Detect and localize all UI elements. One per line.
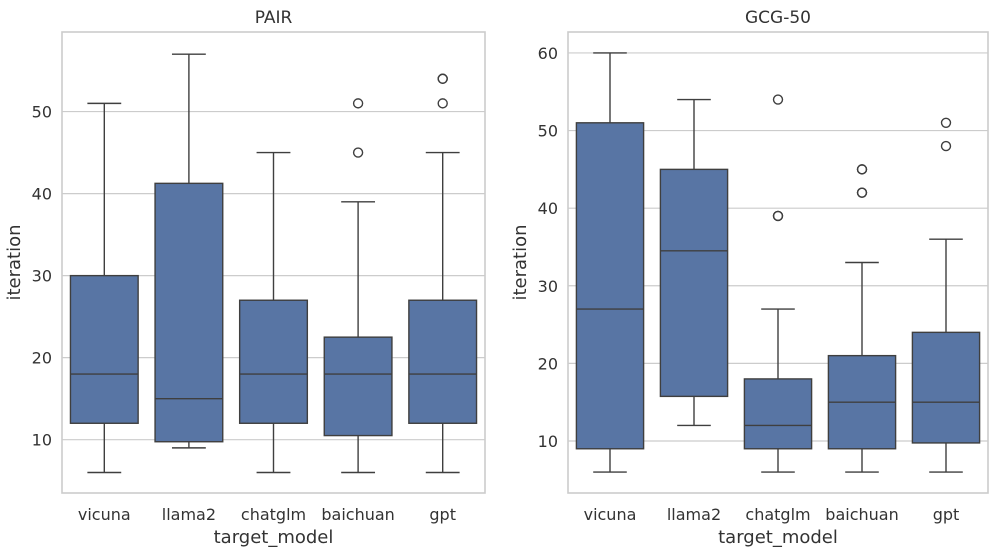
x-tick-label: vicuna — [78, 505, 131, 524]
box-llama2 — [659, 98, 729, 427]
chart-panel-2: 10 20 30 40 50 60 vicuna llama2 chatglm baichuan g… — [510, 8, 989, 548]
box-iqr — [408, 299, 478, 424]
y-tick-label: 30 — [538, 277, 558, 296]
box-iqr — [743, 378, 813, 450]
box-iqr — [238, 299, 309, 424]
outlier-point — [856, 164, 868, 175]
axes-frame — [567, 31, 989, 494]
y-tick-label: 30 — [32, 267, 52, 286]
y-tick-label: 50 — [32, 103, 52, 122]
box-gpt — [408, 73, 478, 474]
y-tick-label: 40 — [32, 185, 52, 204]
box-iqr — [154, 182, 224, 443]
x-tick-label: gpt — [429, 505, 456, 524]
box-iqr — [659, 168, 729, 398]
outlier-point — [772, 210, 784, 222]
y-axis-label: iteration — [4, 224, 25, 300]
box-baichuan — [827, 164, 897, 473]
outlier-point — [437, 73, 448, 84]
y-tick-label: 10 — [538, 432, 558, 451]
outlier-point — [940, 117, 952, 129]
outlier-point — [940, 140, 952, 152]
x-tick-label: llama2 — [667, 505, 721, 524]
box-chatglm — [238, 151, 309, 474]
outlier-point — [772, 94, 784, 105]
x-tick-label: gpt — [933, 505, 960, 524]
box-iqr — [323, 336, 393, 437]
y-tick-label: 20 — [32, 349, 52, 368]
chart-title: GCG-50 — [745, 8, 811, 28]
y-tick-label: 20 — [538, 354, 558, 373]
box-iqr — [575, 122, 645, 450]
box-iqr — [911, 331, 981, 444]
y-tick-label: 50 — [538, 122, 558, 141]
y-tick-label: 40 — [538, 199, 558, 218]
outlier-point — [437, 98, 448, 109]
x-tick-label: baichuan — [321, 505, 394, 524]
x-tick-label: llama2 — [162, 505, 216, 524]
chart-panel-1: 10 20 30 40 50 vicuna llama2 chatglm baichuan gpt… — [4, 8, 486, 548]
x-axis-label: target_model — [718, 527, 838, 548]
outlier-point — [352, 98, 364, 109]
chart-title: PAIR — [255, 8, 293, 28]
box-iqr — [69, 274, 139, 424]
x-axis-label: target_model — [214, 527, 334, 548]
outlier-point — [856, 187, 868, 198]
x-tick-label: chatglm — [745, 505, 810, 524]
box-llama2 — [154, 53, 224, 449]
y-tick-label: 10 — [32, 431, 52, 450]
box-chatglm — [743, 94, 813, 473]
box-baichuan — [323, 98, 393, 474]
x-tick-label: chatglm — [241, 505, 306, 524]
axes-frame — [61, 31, 486, 494]
outlier-point — [352, 147, 364, 158]
box-vicuna — [69, 102, 139, 474]
box-gpt — [911, 117, 981, 473]
y-tick-label: 60 — [538, 44, 558, 63]
box-vicuna — [575, 52, 645, 473]
x-tick-label: vicuna — [584, 505, 637, 524]
y-axis-label: iteration — [510, 224, 531, 300]
x-tick-label: baichuan — [825, 505, 898, 524]
